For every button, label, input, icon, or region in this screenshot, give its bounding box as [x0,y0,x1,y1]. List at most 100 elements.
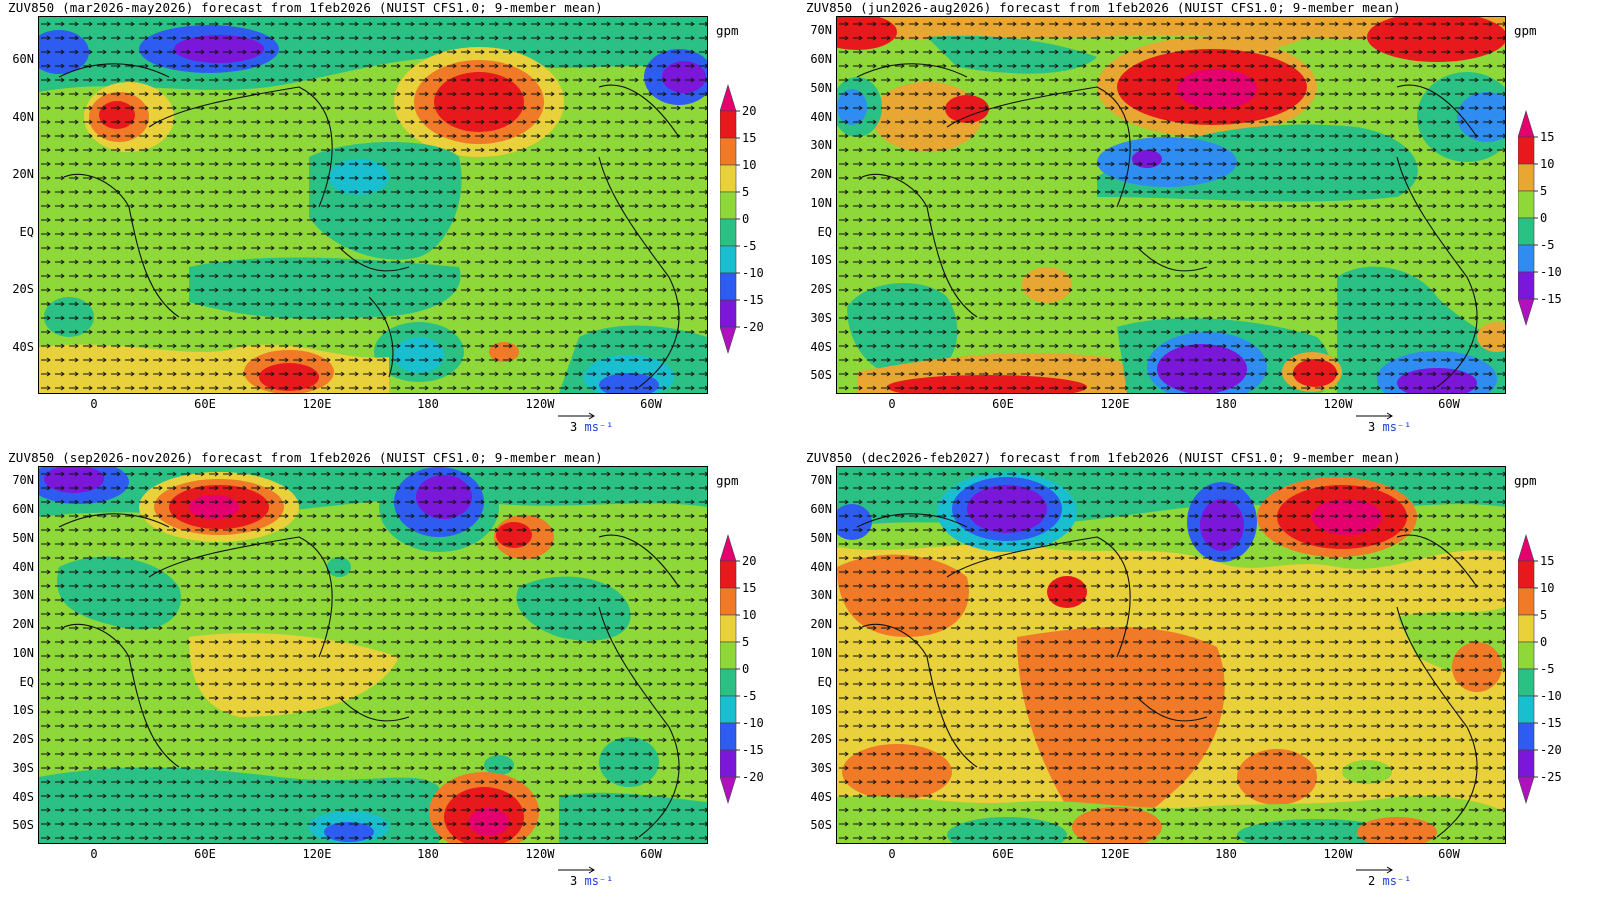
panel-title: ZUV850 (sep2026-nov2026) forecast from 1… [8,450,603,465]
colorbar-label: 0 [1540,211,1547,225]
ref-vector-unit: ms⁻¹ [584,420,614,434]
x-label: 60E [992,397,1014,411]
colorbar-segment [720,695,737,724]
y-label: 40S [12,340,34,354]
map-field [837,467,1505,843]
ref-vector-value: 3 [570,874,578,888]
colorbar-top-triangle [1518,534,1535,562]
x-label: 120E [1100,847,1130,861]
colorbar-label: -15 [1540,716,1562,730]
colorbar-label: -10 [1540,265,1562,279]
y-label: 60N [810,52,832,66]
colorbar-label: 5 [1540,184,1547,198]
y-label: 30N [12,588,34,602]
colorbar-bottom-triangle [720,326,737,354]
colorbar-segment [720,191,737,220]
colorbar-label: 20 [742,104,756,118]
y-label: 20S [12,732,34,746]
y-label: 30N [810,588,832,602]
colorbar-segment [720,110,737,139]
colorbar-segment [720,614,737,643]
y-label: 40S [810,790,832,804]
colorbar-segment [1518,722,1535,751]
colorbar-segment [1518,244,1535,273]
colorbar-segment [720,272,737,301]
y-label: 70N [810,23,832,37]
colorbar-segment [720,668,737,697]
colorbar-graphic: 15 10 5 0 -5 -10 -15 -20 -25 [1518,534,1562,804]
reference-vector: 3 ms⁻¹ [558,412,613,434]
y-label: EQ [19,225,34,239]
map-field [39,17,707,393]
colorbar-segment [1518,641,1535,670]
y-label: 20N [810,617,832,631]
colorbar-segment [720,641,737,670]
y-label: 30S [12,761,34,775]
y-label: 40N [810,560,832,574]
colorbar-segment [720,218,737,247]
map-area [38,466,708,844]
y-label: 50S [810,818,832,832]
colorbar-bottom-triangle [720,776,737,804]
colorbar-segment [1518,190,1535,219]
colorbar-segment [720,722,737,751]
colorbar: 20 15 10 5 0 -5 -10 -15 -20 [720,534,780,804]
x-label: 60W [640,847,662,861]
colorbar-label: 15 [742,581,756,595]
colorbar-segment [1518,587,1535,616]
colorbar-graphic: 15 10 5 0 -5 -10 -15 [1518,110,1562,326]
unit-label: gpm [716,23,739,38]
colorbar-top-triangle [1518,110,1535,138]
y-label: 60N [12,502,34,516]
colorbar-label: 10 [742,158,756,172]
colorbar-segment [1518,560,1535,589]
colorbar-label: 0 [1540,635,1547,649]
colorbar-segment [720,299,737,328]
x-label: 120E [302,397,332,411]
colorbar-bottom-triangle [1518,298,1535,326]
y-label: 10N [12,646,34,660]
colorbar-label: 15 [1540,554,1554,568]
unit-label: gpm [716,473,739,488]
y-label: 60N [12,52,34,66]
ref-vector-value: 3 [1368,420,1376,434]
y-label: 30N [810,138,832,152]
y-label: 10N [810,646,832,660]
colorbar-label: -15 [742,743,764,757]
y-label: 50S [810,368,832,382]
x-label: 180 [417,847,439,861]
x-label: 120E [1100,397,1130,411]
colorbar-segment [1518,271,1535,300]
ref-vector-value: 3 [570,420,578,434]
panel-title: ZUV850 (dec2026-feb2027) forecast from 1… [806,450,1401,465]
colorbar-segment [1518,136,1535,165]
x-label: 120E [302,847,332,861]
x-label: 60W [640,397,662,411]
colorbar-label: 20 [742,554,756,568]
colorbar-segment [1518,668,1535,697]
colorbar-label: 10 [1540,581,1554,595]
colorbar-label: -10 [742,266,764,280]
colorbar-label: -5 [1540,238,1554,252]
y-label: EQ [817,675,832,689]
colorbar-label: -5 [742,689,756,703]
y-label: 50N [12,531,34,545]
colorbar-top-triangle [720,84,737,112]
colorbar: 15 10 5 0 -5 -10 -15 -20 -25 [1518,534,1578,804]
colorbar-top-triangle [720,534,737,562]
panel-mam: ZUV850 (mar2026-may2026) forecast from 1… [0,0,805,452]
y-label: 70N [810,473,832,487]
colorbar-label: 0 [742,662,749,676]
colorbar-label: 5 [742,635,749,649]
colorbar-label: -20 [1540,743,1562,757]
colorbar-segment [720,245,737,274]
panel-son: ZUV850 (sep2026-nov2026) forecast from 1… [0,450,805,902]
colorbar-label: -5 [1540,662,1554,676]
y-label: 10S [810,703,832,717]
y-label: 40N [12,110,34,124]
y-label: EQ [19,675,34,689]
y-label: 40S [12,790,34,804]
colorbar-segment [1518,163,1535,192]
y-label: 50S [12,818,34,832]
colorbar-segment [720,749,737,778]
